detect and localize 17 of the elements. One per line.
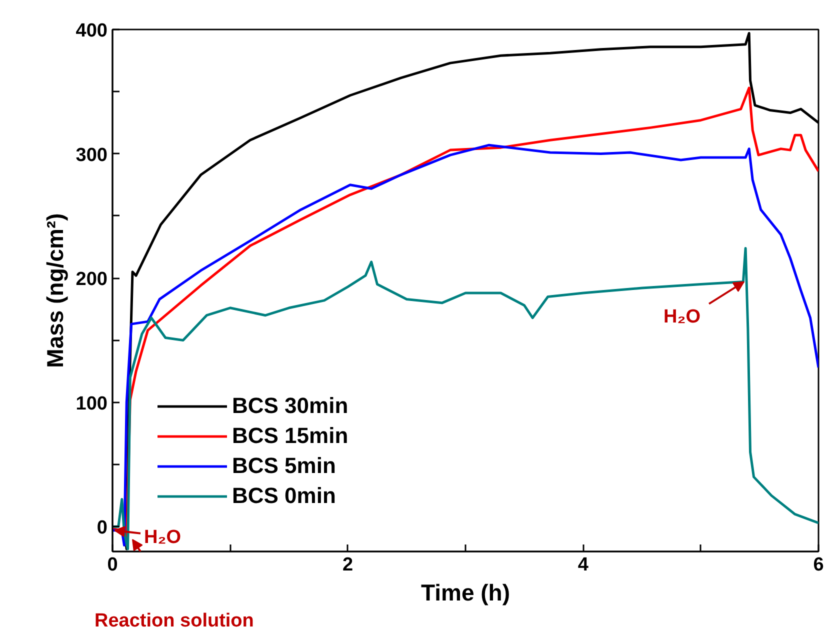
legend-label: BCS 0min [232,483,336,509]
x-tick-label: 2 [342,554,354,576]
text: Reaction solution [94,610,254,632]
legend-label: BCS 15min [232,423,348,449]
x-axis-title: Time (h) [420,580,510,606]
x-tick-label: 4 [578,554,589,576]
legend-label: BCS 5min [232,453,336,479]
x-tick-label: 6 [813,554,824,576]
legend-label: BCS 30min [232,393,348,419]
annotation: H₂O [664,306,700,328]
annotation: H₂O [144,526,181,548]
y-tick-label: 300 [76,144,108,166]
y-tick-label: 400 [76,20,108,42]
y-tick-label: 0 [96,518,108,539]
y-tick-label: 200 [76,269,108,290]
y-tick-label: 100 [76,393,108,414]
y-axis-title: Mass (ng/cm²) [42,213,68,368]
